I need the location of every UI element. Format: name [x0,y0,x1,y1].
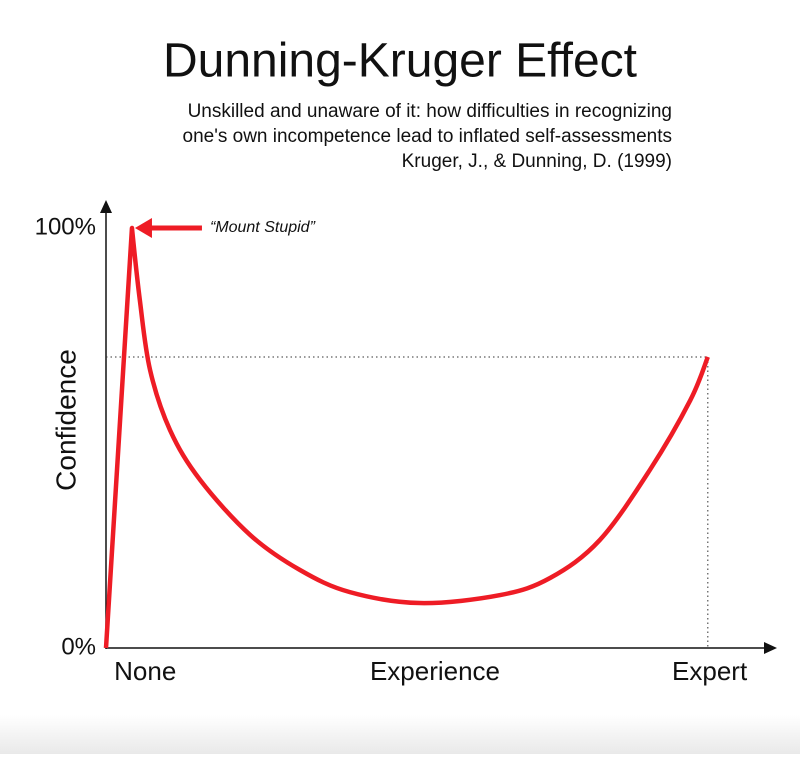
x-tick-label: Expert [672,656,748,686]
confidence-curve [103,225,710,649]
y-tick-label: 0% [61,633,96,660]
x-tick-label: Experience [370,656,500,686]
y-tick-label: 100% [35,213,96,240]
subtitle: Unskilled and unaware of it: how difficu… [188,101,672,122]
chart-title: Dunning-Kruger Effect [163,35,637,88]
subtitle: one's own incompetence lead to inflated … [183,126,672,147]
y-axis-arrow [100,200,112,213]
x-tick-label: None [114,656,176,686]
y-axis-label: Confidence [50,349,81,491]
bottom-fade [0,715,800,754]
annotation: “Mount Stupid” [210,219,316,236]
subtitle: Kruger, J., & Dunning, D. (1999) [402,151,672,172]
annotation-arrowhead [134,218,152,238]
x-axis-arrow [764,642,777,654]
